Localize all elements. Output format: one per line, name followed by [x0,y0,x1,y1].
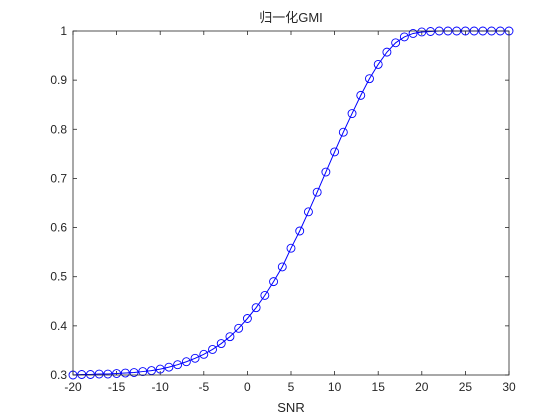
data-point-marker [216,339,226,348]
x-tick-label: 25 [459,380,473,394]
x-axis-label: SNR [277,400,304,415]
x-tick-label: -15 [108,380,126,394]
data-point-marker [155,364,165,374]
x-tick-label: 30 [502,380,516,394]
data-point-marker [94,369,104,379]
data-point-marker [426,27,435,36]
data-point-marker [85,370,95,379]
y-tick-label: 0.7 [50,171,67,185]
data-point-marker [373,59,383,69]
chart-title: 归一化GMI [259,10,323,25]
data-point-marker [260,290,270,300]
data-point-marker [312,187,322,197]
data-point-marker [365,74,374,84]
x-tick-label: 5 [288,380,295,394]
data-point-marker [147,366,156,376]
data-point-marker [181,357,191,367]
data-point-marker [417,27,427,37]
data-point-marker [295,226,305,236]
y-tick-label: 0.9 [50,73,67,87]
data-point-marker [338,127,348,137]
data-point-marker [103,369,113,379]
data-point-marker [303,207,313,217]
data-point-marker [347,109,357,119]
data-point-marker [199,349,209,359]
data-point-marker [242,314,252,323]
data-point-marker [173,360,183,370]
data-point-marker [251,303,261,313]
data-point-marker [77,370,87,379]
x-tick-label: -20 [64,380,82,394]
data-point-marker [269,277,279,287]
data-point-marker [286,243,296,253]
data-point-marker [234,323,244,333]
data-point-marker [225,332,235,342]
plot-frame [72,30,510,376]
data-point-marker [321,167,331,177]
data-point-marker [356,90,366,100]
ticks-layer: -20 -15 -10 -5 0 5 10 15 20 25 30 0.3 0.4 0.5 0.6 0.7 0.… [50,24,516,394]
y-tick-label: 0.6 [50,221,67,235]
y-tick-label: 0.3 [50,368,67,382]
data-point-marker [382,47,392,57]
y-tick-label: 0.4 [50,319,67,333]
y-tick-label: 1 [60,24,67,38]
y-tick-label: 0.8 [50,122,67,136]
data-point-marker [112,369,122,378]
x-tick-label: -10 [152,380,170,394]
data-point-marker [330,147,340,157]
data-point-marker [208,345,217,354]
x-tick-label: -5 [198,380,209,394]
data-point-marker [164,362,174,372]
data-point-marker [408,29,418,38]
data-point-marker [277,262,287,272]
x-tick-label: 15 [372,380,386,394]
x-tick-label: 0 [244,380,251,394]
data-point-marker [138,367,148,377]
x-tick-label: 20 [415,380,429,394]
x-tick-label: 10 [328,380,342,394]
data-point-marker [129,368,139,377]
data-point-marker [190,353,200,363]
data-point-marker [391,38,401,48]
data-point-marker [399,32,409,42]
plot-area [73,31,509,375]
data-point-marker [120,368,130,378]
y-tick-label: 0.5 [50,270,67,284]
